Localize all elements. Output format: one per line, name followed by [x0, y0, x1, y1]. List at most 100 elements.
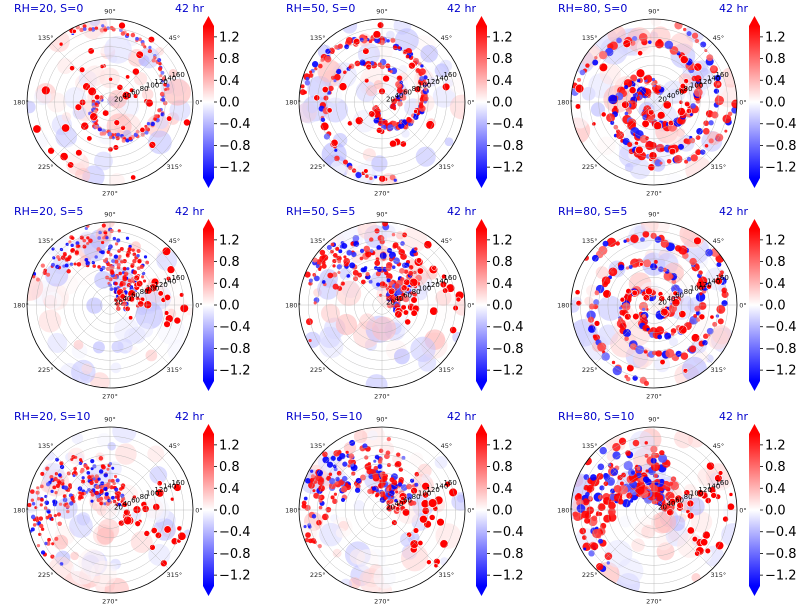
updraft-cell	[119, 293, 126, 300]
updraft-cell	[702, 530, 711, 540]
colorbar-tick-label: −0.4	[765, 525, 797, 540]
updraft-cell	[136, 258, 143, 264]
angular-gridline	[323, 43, 383, 103]
field-blob	[394, 28, 419, 53]
convective-cell	[410, 478, 415, 483]
radial-tick-label: 80	[140, 493, 149, 501]
field-layer	[299, 19, 465, 185]
convective-cell	[670, 328, 677, 334]
colorbar-tick-label: 0.0	[219, 299, 240, 314]
angular-tick-label: 315°	[439, 366, 455, 374]
field-blob	[427, 77, 438, 87]
angular-gridline	[51, 304, 111, 364]
convective-cell	[73, 466, 77, 471]
convective-cell	[82, 27, 87, 31]
field-blob	[145, 349, 158, 362]
radial-tick-label: 60	[131, 88, 140, 96]
convective-cell	[359, 59, 366, 66]
convective-cell	[626, 492, 633, 499]
field-layer	[571, 428, 737, 593]
convective-cell	[400, 94, 407, 101]
convective-cell	[327, 272, 334, 279]
convective-cell	[643, 259, 652, 268]
convective-cell	[369, 176, 373, 181]
updraft-cell	[666, 508, 675, 517]
radial-tick-label: 140	[435, 277, 448, 285]
colorbar-extend-max	[749, 219, 760, 229]
convective-cell	[308, 525, 312, 529]
convective-cell	[76, 262, 82, 267]
angular-tick-label: 315°	[439, 163, 455, 171]
field-blob	[27, 100, 36, 114]
convective-cell	[368, 279, 373, 284]
convective-cell	[312, 257, 318, 263]
colorbar-tick-label: 0.4	[219, 482, 240, 497]
convective-cell	[101, 223, 106, 228]
updraft-cell	[717, 470, 724, 476]
convective-cell	[616, 131, 625, 140]
convective-cell	[330, 495, 335, 500]
convective-cell	[109, 270, 115, 275]
convective-cell	[110, 478, 115, 483]
convective-cell	[700, 41, 707, 48]
colorbar-tick-label: 0.4	[219, 277, 240, 292]
radial-tick-label: 80	[684, 85, 693, 93]
convective-cell	[402, 295, 410, 303]
convective-cell	[110, 495, 115, 500]
convective-cell	[118, 271, 122, 276]
convective-cell	[618, 264, 625, 271]
updraft-cell	[137, 300, 145, 308]
convective-cell	[126, 267, 130, 271]
angular-tick-label: 45°	[441, 442, 453, 450]
convective-cell	[109, 485, 114, 490]
convective-cell	[369, 249, 374, 253]
radial-tick-label: 120	[426, 78, 439, 86]
updraft-cell	[662, 100, 672, 110]
updraft-cell	[637, 50, 644, 57]
convective-cell	[397, 482, 403, 487]
convective-cell	[335, 481, 339, 485]
angular-tick-label: 315°	[711, 366, 727, 374]
updraft-cell	[326, 107, 333, 114]
colorbar-tick-label: 0.8	[219, 255, 240, 270]
convective-cell	[376, 266, 383, 272]
colorbar-extend-max	[203, 219, 214, 229]
updraft-cell	[449, 326, 457, 334]
convective-cell	[333, 492, 338, 496]
updraft-cell	[143, 300, 153, 310]
convective-cell	[338, 249, 343, 254]
field-layer	[27, 427, 193, 593]
convective-cell	[355, 171, 362, 179]
convective-cell	[328, 472, 333, 476]
colorbar-tick-label: 0.8	[492, 460, 513, 475]
radial-tick-label: 140	[435, 482, 448, 490]
colorbar-extend-min	[203, 178, 214, 188]
radial-tick-label: 160	[171, 274, 184, 282]
angular-gridline	[653, 451, 713, 511]
convective-cell	[670, 332, 675, 336]
convective-cell	[727, 111, 733, 117]
colorbar-tick-label: 1.2	[765, 438, 786, 453]
convective-cell	[721, 300, 728, 307]
convective-cell	[55, 457, 59, 462]
angular-gridline	[109, 509, 169, 569]
convective-cell	[315, 264, 320, 269]
radial-tick-label: 40	[667, 500, 676, 508]
field-blob	[147, 445, 165, 463]
convective-cell	[321, 263, 327, 269]
convective-cell	[332, 272, 338, 278]
field-blob	[451, 492, 465, 511]
angular-gridline	[51, 451, 111, 511]
colorbar-tick-label: 1.2	[219, 30, 240, 45]
updraft-cell	[47, 147, 55, 155]
convective-cell	[655, 350, 663, 357]
updraft-cell	[120, 124, 126, 131]
radial-tick-label: 80	[412, 493, 421, 501]
angular-tick-label: 225°	[38, 366, 54, 374]
updraft-cell	[642, 294, 650, 302]
updraft-cell	[400, 496, 406, 501]
convective-cell	[622, 499, 631, 508]
field-blob	[373, 79, 384, 90]
field-blob	[94, 270, 112, 289]
